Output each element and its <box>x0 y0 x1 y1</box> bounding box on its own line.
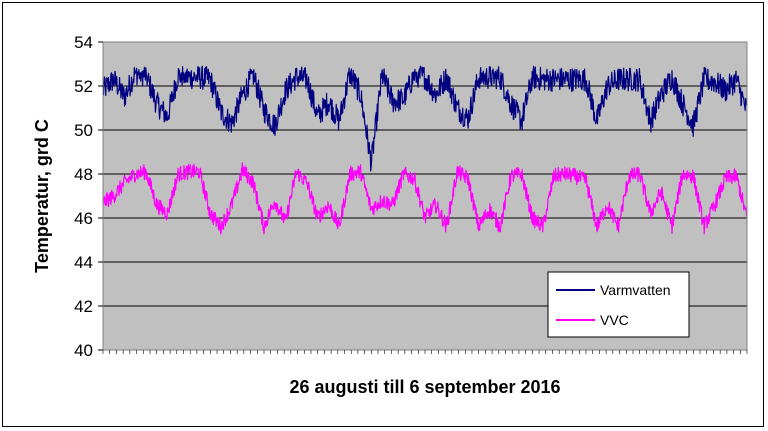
y-tick-label: 54 <box>74 33 93 52</box>
legend-label-vvc: VVC <box>600 312 629 328</box>
y-tick-label: 48 <box>74 165 93 184</box>
legend-box <box>547 271 690 338</box>
y-tick-label: 50 <box>74 121 93 140</box>
y-tick-label: 42 <box>74 297 93 316</box>
y-tick-label: 52 <box>74 77 93 96</box>
x-axis-ticks <box>102 350 748 354</box>
y-axis-ticks: 40 42 44 46 48 50 52 54 <box>74 33 103 360</box>
series-layer <box>102 65 748 235</box>
series-line-varmvatten <box>102 65 748 172</box>
y-tick-label: 40 <box>74 341 93 360</box>
y-tick-label: 44 <box>74 253 93 272</box>
legend: Varmvatten VVC <box>547 271 690 338</box>
legend-label-varmvatten: Varmvatten <box>600 282 671 298</box>
y-tick-label: 46 <box>74 209 93 228</box>
x-axis-title: 26 augusti till 6 september 2016 <box>289 377 560 397</box>
series-line-vvc <box>102 162 748 235</box>
y-axis-title: Temperatur, grd C <box>32 119 52 273</box>
